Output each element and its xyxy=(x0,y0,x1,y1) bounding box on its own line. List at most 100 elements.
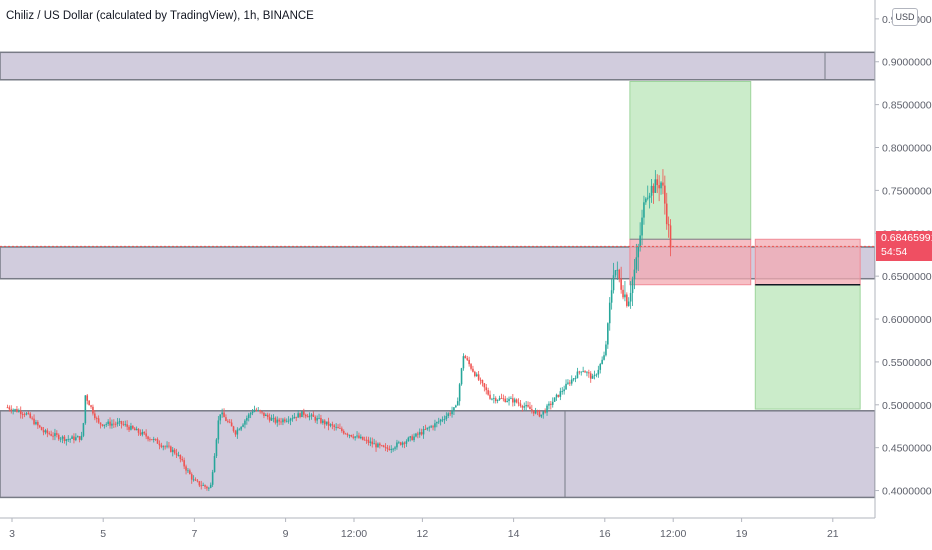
candle-body xyxy=(59,438,62,440)
candle-body xyxy=(618,269,621,279)
candle-body xyxy=(175,453,178,456)
candle-body xyxy=(645,198,647,203)
candle-body xyxy=(475,374,478,377)
x-tick-label: 7 xyxy=(191,528,197,540)
candle-body xyxy=(534,410,537,414)
candle-body xyxy=(253,409,256,412)
candle-body xyxy=(413,436,415,441)
candle-body xyxy=(251,411,254,414)
candle-body xyxy=(447,413,450,417)
y-tick-label: 0.85000000 xyxy=(882,100,932,112)
candle-body xyxy=(658,185,660,189)
candle-body xyxy=(120,421,123,424)
candle-body xyxy=(582,371,584,372)
candle-body xyxy=(589,373,592,379)
candle-body xyxy=(219,414,222,421)
candle-body xyxy=(189,470,191,475)
candle-body xyxy=(407,437,410,442)
candle-body xyxy=(265,414,267,416)
candle-body xyxy=(665,203,668,225)
position-target-1[interactable] xyxy=(754,284,861,410)
candle-body xyxy=(84,395,87,424)
candle-body xyxy=(143,432,146,434)
candle-body xyxy=(464,356,467,359)
x-tick-label: 12 xyxy=(417,528,429,540)
candle-body xyxy=(310,414,313,416)
candle-body xyxy=(458,384,461,402)
candle-body xyxy=(337,426,339,429)
candle-body xyxy=(132,425,134,429)
candle-body xyxy=(525,404,527,407)
candle-body xyxy=(648,195,651,198)
candle-body xyxy=(236,429,239,435)
candle-body xyxy=(314,416,317,421)
candle-body xyxy=(398,442,400,444)
candle-body xyxy=(122,423,125,425)
candle-body xyxy=(234,431,237,435)
candle-body xyxy=(204,485,206,487)
candle-body xyxy=(166,445,168,447)
candle-body xyxy=(297,413,299,418)
candle-body xyxy=(361,436,364,440)
candle-body xyxy=(57,434,60,440)
candle-body xyxy=(483,383,486,388)
position-target-0[interactable] xyxy=(629,80,752,240)
candle-body xyxy=(356,435,358,437)
candle-body xyxy=(308,415,311,418)
candle-body xyxy=(23,414,26,416)
candle-body xyxy=(561,391,564,392)
candle-body xyxy=(37,422,39,426)
candle-body xyxy=(551,401,554,405)
candle-body xyxy=(261,411,263,413)
candle-body xyxy=(455,405,457,408)
candle-body xyxy=(607,323,609,345)
candle-body xyxy=(369,441,372,443)
y-tick-label: 0.55000000 xyxy=(882,357,932,369)
candle-body xyxy=(124,424,127,426)
candle-body xyxy=(595,374,598,376)
candle-body xyxy=(599,363,602,370)
candle-body xyxy=(181,459,184,461)
candle-body xyxy=(512,398,514,403)
candle-body xyxy=(227,420,229,422)
candle-body xyxy=(333,425,336,428)
y-tick-label: 0.50000000 xyxy=(882,400,932,412)
candle-body xyxy=(519,403,522,407)
candle-body xyxy=(494,398,497,402)
candle-body xyxy=(56,433,58,435)
candle-body xyxy=(633,269,636,280)
candle-body xyxy=(462,356,465,369)
candle-body xyxy=(312,414,315,417)
zone-rect-0[interactable] xyxy=(0,51,876,81)
candle-body xyxy=(179,454,182,460)
candle-body xyxy=(113,423,115,425)
candle-body xyxy=(105,423,108,425)
candle-body xyxy=(386,447,389,449)
candle-body xyxy=(183,460,185,467)
candle-body xyxy=(540,414,543,417)
candle-body xyxy=(238,429,241,431)
currency-button[interactable]: USD xyxy=(892,8,918,26)
candle-body xyxy=(401,442,404,445)
candle-body xyxy=(510,398,512,400)
candle-body xyxy=(40,427,43,431)
candle-body xyxy=(107,421,109,424)
candle-body xyxy=(513,399,516,403)
candle-body xyxy=(76,436,79,438)
candle-body xyxy=(156,439,159,444)
candle-body xyxy=(274,417,277,423)
candle-body xyxy=(379,443,381,446)
candle-body xyxy=(434,423,436,428)
candle-body xyxy=(192,479,195,481)
candle-body xyxy=(426,427,429,430)
candle-body xyxy=(255,409,258,411)
candle-body xyxy=(158,443,161,446)
candle-body xyxy=(396,442,398,448)
candle-body xyxy=(126,424,128,427)
position-stop-0[interactable] xyxy=(629,238,752,286)
candle-body xyxy=(42,430,45,433)
candle-body xyxy=(565,383,567,390)
candle-body xyxy=(546,405,548,413)
